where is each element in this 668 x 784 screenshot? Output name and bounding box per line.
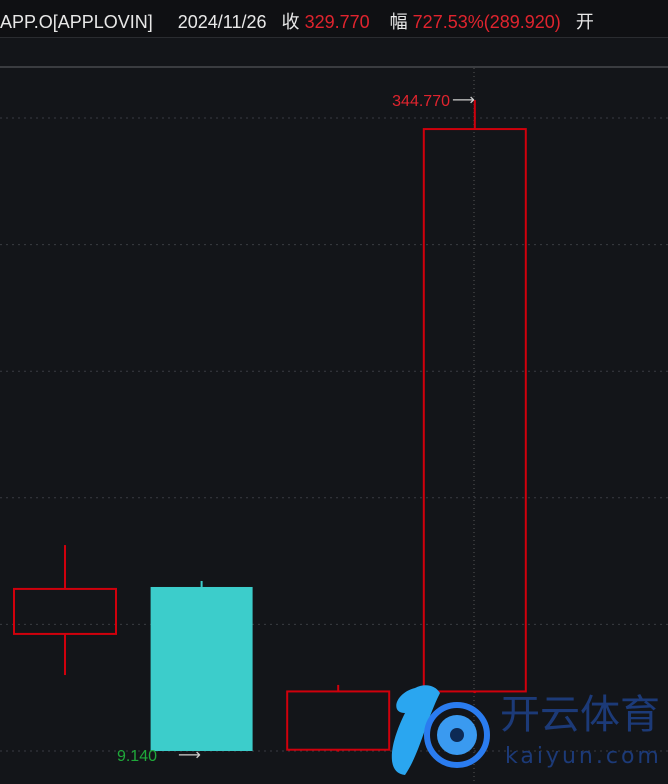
quote-header: APP.O[APPLOVIN] 2024/11/26 收 329.770 幅 7… <box>0 0 668 38</box>
watermark-logo: 开云体育 kaiyun.com <box>391 685 662 775</box>
symbol: APP.O[APPLOVIN] <box>0 12 153 32</box>
close-value: 329.770 <box>304 12 370 32</box>
max-arrow-icon: ⟶ <box>452 90 475 109</box>
candle-body <box>150 586 253 751</box>
close-label: 收 <box>281 12 300 32</box>
min-price-label: 9.140 <box>117 748 157 765</box>
open-label: 开 <box>575 12 594 32</box>
candle <box>422 99 527 694</box>
change-label: 幅 <box>389 12 408 32</box>
candle <box>286 684 391 752</box>
separator <box>0 66 668 68</box>
max-price-label: 344.770 <box>392 93 450 110</box>
candle-body <box>13 587 117 635</box>
watermark-text-cn: 开云体育 <box>500 692 660 738</box>
min-arrow-icon: ⟶ <box>178 745 201 764</box>
candle-body <box>286 690 391 751</box>
candle <box>13 545 117 676</box>
date: 2024/11/26 <box>177 12 267 32</box>
candle <box>150 580 253 751</box>
candle-body <box>422 128 527 693</box>
change-value: 727.53%(289.920) <box>412 12 561 32</box>
watermark-text-en: kaiyun.com <box>505 744 662 769</box>
